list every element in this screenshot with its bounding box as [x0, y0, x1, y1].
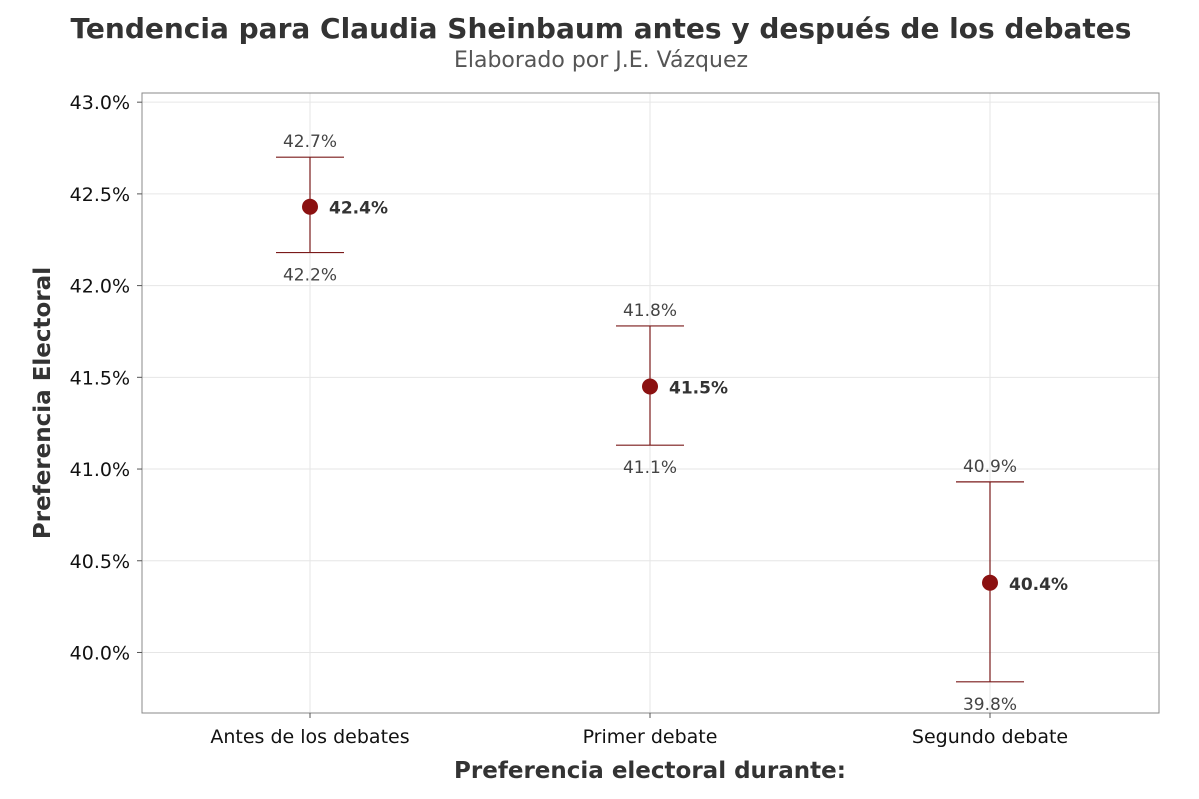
value-label: 41.5% — [669, 378, 728, 398]
x-tick-label: Segundo debate — [912, 726, 1068, 748]
value-label: 40.4% — [1009, 575, 1068, 595]
y-tick-label: 42.5% — [70, 184, 130, 206]
y-axis: 40.0% 40.5% 41.0% 41.5% 42.0% 42.5% 43.0% — [70, 92, 142, 664]
upper-bound-label: 42.7% — [283, 132, 337, 152]
data-marks: 42.7% 42.2% 42.4% 41.8% 41.1% 41.5% 40.9% 39.8%… — [276, 132, 1068, 715]
upper-bound-label: 41.8% — [623, 301, 677, 321]
y-tick-label: 40.0% — [70, 642, 130, 664]
y-tick-label: 43.0% — [70, 92, 130, 114]
x-axis-title: Preferencia electoral durante: — [454, 758, 846, 784]
data-point — [642, 378, 658, 395]
chart-subtitle: Elaborado por J.E. Vázquez — [454, 48, 748, 73]
data-point — [302, 198, 318, 215]
y-tick-label: 41.5% — [70, 367, 130, 389]
lower-bound-label: 42.2% — [283, 266, 337, 286]
x-tick-label: Antes de los debates — [210, 726, 409, 748]
x-tick-label: Primer debate — [583, 726, 718, 748]
y-tick-label: 42.0% — [70, 276, 130, 298]
chart-title: Tendencia para Claudia Sheinbaum antes y… — [71, 12, 1132, 45]
value-label: 42.4% — [329, 199, 388, 219]
upper-bound-label: 40.9% — [963, 457, 1017, 477]
y-tick-label: 40.5% — [70, 551, 130, 573]
lower-bound-label: 39.8% — [963, 695, 1017, 715]
lower-bound-label: 41.1% — [623, 458, 677, 478]
data-point — [982, 574, 998, 591]
y-axis-title: Preferencia Electoral — [30, 267, 56, 539]
x-axis: Antes de los debates Primer debate Segundo… — [210, 713, 1068, 748]
y-tick-label: 41.0% — [70, 459, 130, 481]
